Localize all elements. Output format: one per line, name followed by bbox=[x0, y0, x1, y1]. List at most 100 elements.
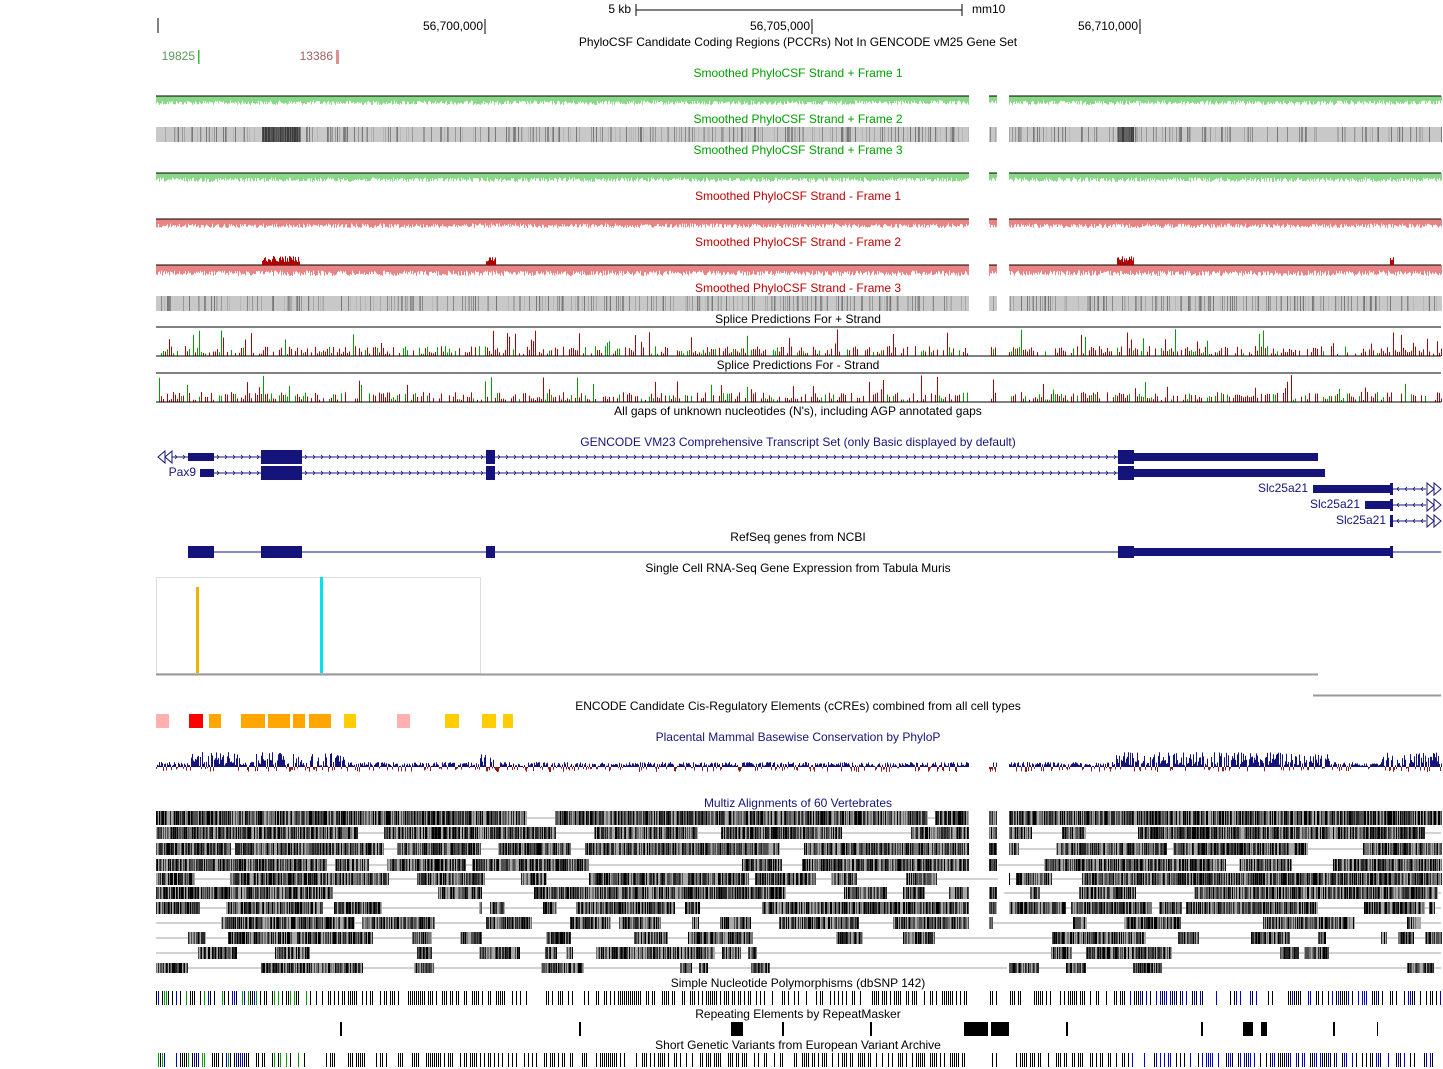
exon bbox=[188, 453, 214, 461]
track-title: Smoothed PhyloCSF Strand + Frame 3 bbox=[693, 143, 902, 157]
exon bbox=[1390, 483, 1393, 495]
phylop-negative bbox=[156, 767, 1441, 772]
density-track bbox=[167, 296, 1430, 311]
ccre bbox=[344, 714, 356, 728]
variant-ticks bbox=[158, 1053, 299, 1067]
ccre bbox=[397, 714, 410, 728]
splice-red bbox=[165, 329, 1442, 356]
track-title: Simple Nucleotide Polymorphisms (dbSNP 1… bbox=[671, 976, 926, 990]
intron-arrows bbox=[216, 470, 260, 476]
variant-ticks bbox=[158, 991, 1441, 1005]
alignment-block bbox=[162, 873, 1438, 885]
alignment-block bbox=[188, 932, 1442, 944]
expression-bar bbox=[320, 577, 323, 673]
alignment-block bbox=[158, 811, 1438, 825]
alignment-block bbox=[164, 887, 1431, 899]
position-label: 56,700,000 bbox=[423, 19, 483, 33]
strand-triangles bbox=[1426, 513, 1442, 529]
signal-plus-3 bbox=[156, 173, 1442, 182]
strand-triangles bbox=[1426, 497, 1442, 513]
alignment-block bbox=[166, 963, 1432, 973]
alignment-block bbox=[167, 843, 1438, 855]
alignment-block bbox=[190, 932, 1436, 944]
repeat-element bbox=[1261, 1022, 1267, 1036]
alignment-block bbox=[160, 811, 1441, 825]
gene-label: Slc25a21 bbox=[1310, 497, 1360, 511]
alignment-block bbox=[156, 887, 1437, 899]
alignment-block bbox=[157, 902, 1434, 914]
signal-minus-1 bbox=[156, 219, 1442, 228]
alignment-block bbox=[191, 932, 1439, 944]
alignment-block bbox=[158, 963, 1434, 973]
alignment-block bbox=[156, 843, 1442, 855]
alignment-block bbox=[158, 859, 1441, 871]
ccre bbox=[189, 714, 203, 728]
exon bbox=[1313, 485, 1392, 493]
intron-arrows bbox=[1396, 486, 1424, 492]
intron-arrows bbox=[216, 454, 260, 460]
alignment-block bbox=[158, 827, 1425, 839]
alignment-block bbox=[203, 947, 1320, 959]
alignment-block bbox=[156, 873, 1441, 885]
intron-arrows bbox=[304, 454, 484, 460]
density-track bbox=[174, 127, 1378, 142]
pccr-label: 19825 bbox=[162, 49, 196, 63]
track-title: Smoothed PhyloCSF Strand + Frame 1 bbox=[693, 66, 902, 80]
alignment-block bbox=[161, 859, 1442, 871]
density-track bbox=[175, 127, 1412, 142]
ccre bbox=[482, 714, 496, 728]
variant-ticks bbox=[164, 991, 307, 1005]
intron-arrows bbox=[1396, 502, 1424, 508]
alignment-block bbox=[159, 843, 1435, 855]
alignment-block bbox=[159, 887, 1438, 899]
pccr-mark bbox=[336, 50, 339, 64]
repeat-element bbox=[964, 1022, 988, 1036]
alignment-block bbox=[199, 947, 1322, 959]
density-track bbox=[178, 127, 1442, 142]
repeat-element bbox=[1201, 1022, 1203, 1036]
exon bbox=[486, 450, 495, 464]
pccr-label: 13386 bbox=[300, 49, 334, 63]
ccre bbox=[445, 714, 459, 728]
repeat-element bbox=[1377, 1022, 1378, 1036]
density-track bbox=[165, 127, 1423, 142]
alignment-block bbox=[157, 827, 1418, 839]
density-track bbox=[262, 127, 1133, 142]
density-track bbox=[200, 127, 1417, 142]
signal-peak bbox=[1390, 257, 1394, 265]
repeat-element bbox=[731, 1022, 743, 1036]
alignment-block bbox=[221, 917, 1421, 929]
signal-plus-1 bbox=[156, 96, 1442, 105]
splice-red bbox=[161, 375, 1442, 402]
alignment-block bbox=[162, 902, 1430, 914]
exon bbox=[200, 469, 214, 477]
repeat-element bbox=[991, 1022, 1009, 1036]
ccre bbox=[293, 714, 305, 728]
track-title: RefSeq genes from NCBI bbox=[730, 530, 865, 544]
track-title: Smoothed PhyloCSF Strand - Frame 2 bbox=[695, 235, 901, 249]
track-title: Smoothed PhyloCSF Strand + Frame 2 bbox=[693, 112, 902, 126]
alignment-block bbox=[240, 917, 1416, 929]
alignment-block bbox=[189, 932, 1441, 944]
alignment-block bbox=[157, 963, 1427, 973]
density-track bbox=[263, 127, 1134, 142]
alignment-block bbox=[157, 859, 1440, 871]
alignment-block bbox=[156, 859, 1432, 871]
track-title: GENCODE VM23 Comprehensive Transcript Se… bbox=[580, 435, 1016, 449]
track-title: All gaps of unknown nucleotides (N's), i… bbox=[614, 404, 982, 418]
exon bbox=[261, 466, 302, 480]
exon bbox=[486, 546, 495, 558]
ccre bbox=[309, 714, 331, 728]
alignment-block bbox=[159, 859, 1438, 871]
alignment-block bbox=[156, 963, 1420, 973]
intron-arrows bbox=[174, 454, 186, 460]
variant-ticks bbox=[160, 1053, 1433, 1067]
alignment-block bbox=[222, 917, 1409, 929]
alignment-block bbox=[156, 902, 1435, 914]
intron-arrows bbox=[304, 470, 484, 476]
exon bbox=[1390, 546, 1393, 558]
density-track bbox=[183, 296, 1377, 311]
alignment-block bbox=[171, 827, 1422, 839]
